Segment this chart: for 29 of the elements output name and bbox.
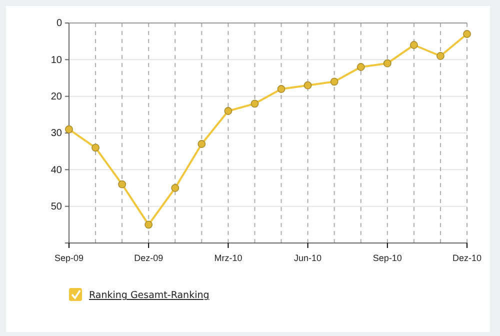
point	[65, 125, 73, 134]
y-tick-label: 50	[50, 202, 62, 213]
y-tick-label: 40	[50, 164, 62, 176]
point	[410, 41, 418, 49]
x-tick-label: Jun-10	[294, 252, 322, 263]
point	[92, 144, 100, 152]
y-tick-label: 20	[50, 92, 62, 103]
point	[304, 81, 312, 90]
point	[171, 184, 180, 192]
legend-label: Ranking Gesamt-Ranking	[89, 290, 210, 301]
point	[330, 78, 338, 86]
point	[463, 30, 471, 38]
x-tick-label: Mrz-10	[214, 252, 242, 263]
x-tick-label: Sep-10	[372, 252, 402, 263]
x-tick-label: Sep-09	[54, 252, 84, 263]
point	[436, 52, 444, 60]
y-tick-label: 30	[50, 128, 62, 140]
point	[118, 180, 126, 188]
y-tick-label: 0	[56, 18, 62, 30]
x-tick-label: Dez-10	[452, 252, 482, 263]
point	[224, 107, 232, 115]
x-tick-label: Dez-09	[134, 252, 164, 263]
point	[356, 63, 365, 71]
point	[277, 85, 286, 93]
point	[144, 220, 153, 229]
point	[250, 100, 259, 108]
point	[383, 59, 392, 68]
point	[198, 140, 206, 148]
y-tick-label: 10	[50, 54, 62, 66]
